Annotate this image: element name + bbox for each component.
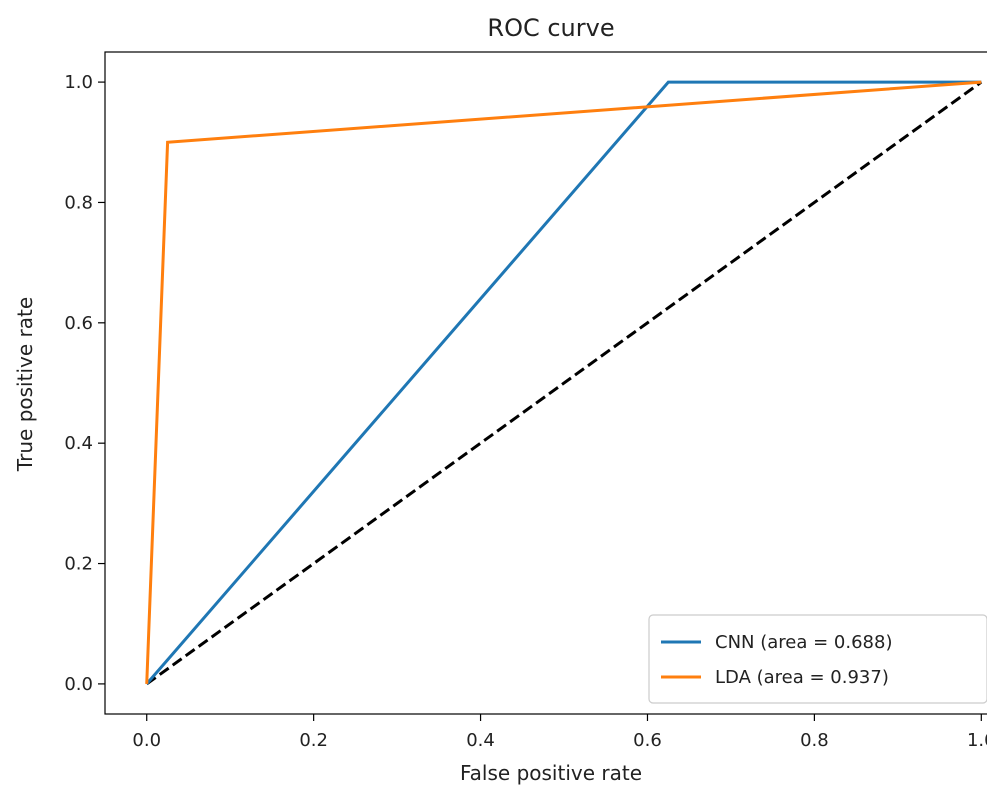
- y-tick-label: 0.4: [64, 433, 93, 454]
- y-tick-label: 0.8: [64, 192, 93, 213]
- y-tick-label: 0.2: [64, 554, 93, 575]
- x-tick-label: 0.4: [466, 730, 495, 751]
- x-tick-label: 1.0: [967, 730, 987, 751]
- y-tick-label: 1.0: [64, 72, 93, 93]
- plot-area: [145, 80, 983, 686]
- legend-label: LDA (area = 0.937): [715, 667, 889, 688]
- legend-label: CNN (area = 0.688): [715, 632, 892, 653]
- x-axis: 0.0 0.2 0.4 0.6 0.8 1.0: [132, 714, 987, 751]
- legend: CNN (area = 0.688) LDA (area = 0.937): [648, 614, 987, 704]
- x-tick-label: 0.2: [299, 730, 328, 751]
- x-tick-label: 0.6: [633, 730, 662, 751]
- x-tick-label: 0.0: [132, 730, 161, 751]
- chance-line: [145, 80, 983, 686]
- series-line-lda: [145, 80, 982, 684]
- y-tick-label: 0.0: [64, 674, 93, 695]
- x-axis-label: False positive rate: [460, 761, 642, 785]
- series-line-cnn: [145, 80, 982, 685]
- y-axis: 0.0 0.2 0.4 0.6 0.8 1.0: [64, 72, 105, 695]
- plot-frame: [104, 51, 987, 715]
- x-tick-label: 0.8: [800, 730, 829, 751]
- y-tick-label: 0.6: [64, 313, 93, 334]
- chart-title: ROC curve: [487, 14, 614, 42]
- legend-box: [648, 614, 987, 704]
- y-axis-label: True positive rate: [13, 297, 37, 472]
